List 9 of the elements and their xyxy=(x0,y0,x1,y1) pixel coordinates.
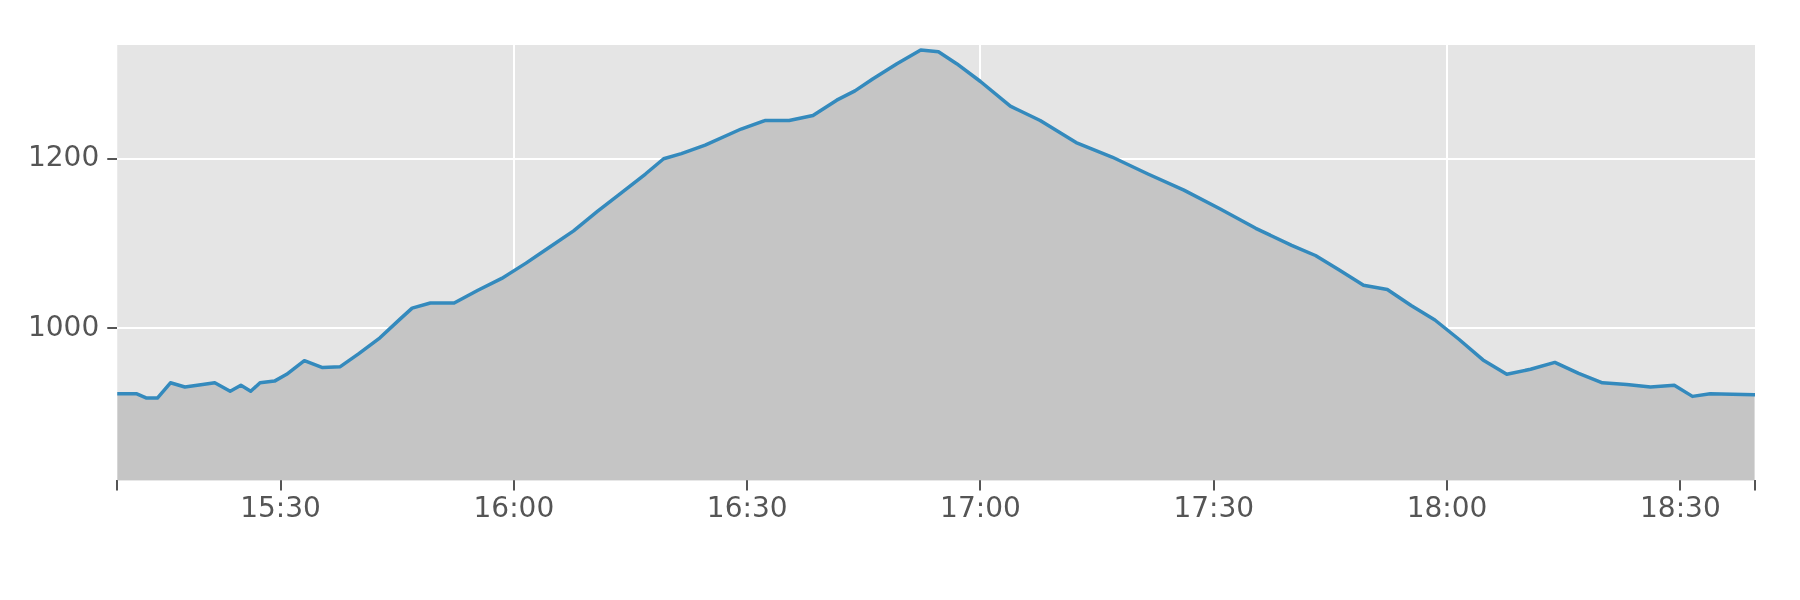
x-tick-label: 16:00 xyxy=(473,491,555,525)
x-tick-label: 18:30 xyxy=(1639,491,1721,525)
x-tick-label: 18:00 xyxy=(1406,491,1488,525)
x-tick-label: 16:30 xyxy=(706,491,788,525)
x-tick-label: 17:30 xyxy=(1173,491,1255,525)
y-tick-label: 1200 xyxy=(27,140,100,174)
x-tick-label: 17:00 xyxy=(940,491,1021,525)
x-tick-label: 15:30 xyxy=(240,491,321,525)
y-tick-label: 1000 xyxy=(27,309,100,343)
